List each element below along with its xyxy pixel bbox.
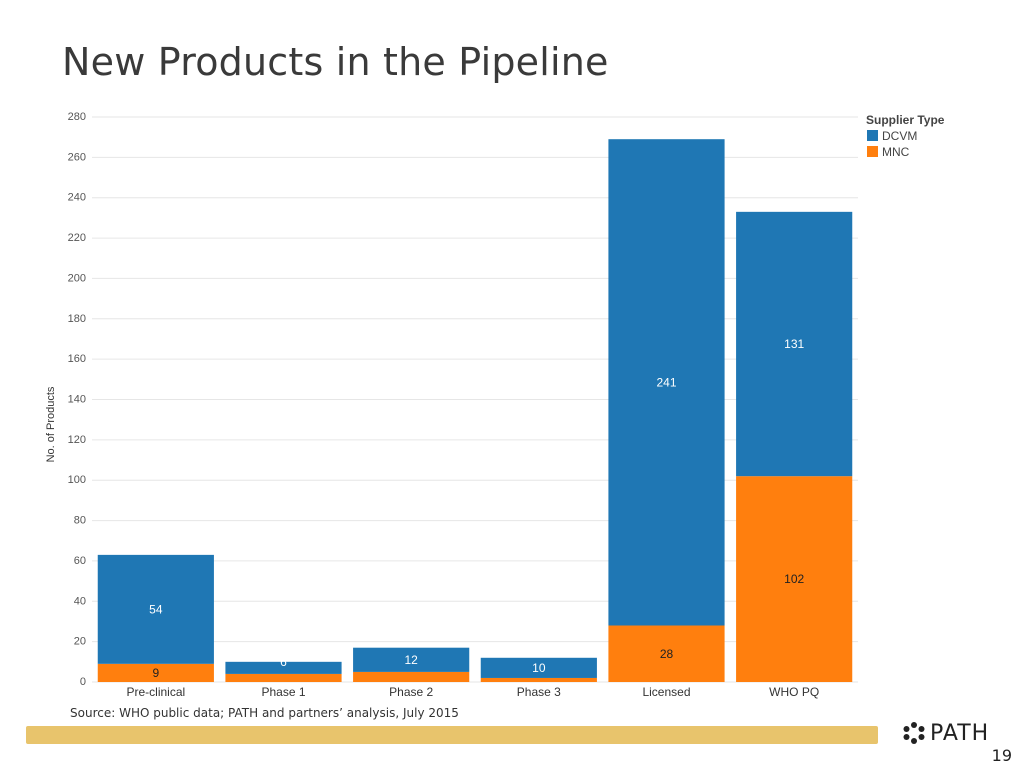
y-tick-label: 40 (74, 595, 86, 607)
bar-dcvm (353, 647, 470, 672)
y-tick-label: 60 (74, 555, 86, 567)
bar-dcvm (480, 657, 597, 678)
bar-mnc (736, 476, 853, 682)
data-label: 9 (152, 666, 159, 680)
y-tick-label: 120 (68, 434, 86, 446)
legend-swatch-mnc (867, 146, 878, 157)
y-tick-label: 0 (80, 676, 86, 688)
y-tick-label: 180 (68, 313, 86, 325)
bar-dcvm (97, 554, 214, 664)
bar-mnc (608, 625, 725, 682)
page-number: 19 (991, 746, 1012, 765)
legend-title: Supplier Type (866, 113, 945, 127)
legend-label: DCVM (882, 129, 917, 143)
x-tick-label: Phase 2 (389, 685, 433, 699)
data-label: 131 (784, 337, 804, 351)
bar-dcvm (608, 139, 725, 626)
data-label: 28 (660, 647, 674, 661)
bar-mnc (480, 677, 597, 682)
y-tick-label: 100 (68, 474, 86, 486)
x-tick-label: Phase 3 (517, 685, 561, 699)
footer-bar (26, 726, 878, 744)
data-label: 241 (656, 375, 676, 389)
y-tick-label: 200 (68, 272, 86, 284)
y-tick-label: 240 (68, 192, 86, 204)
y-tick-label: 280 (68, 111, 86, 123)
x-tick-label: Licensed (642, 685, 690, 699)
y-tick-label: 220 (68, 232, 86, 244)
bar-mnc (225, 673, 342, 682)
data-label: 6 (280, 655, 287, 669)
legend-label: MNC (882, 145, 910, 159)
bar-mnc (97, 663, 214, 682)
path-logo-icon (903, 722, 925, 744)
data-label: 54 (149, 602, 163, 616)
bar-dcvm (225, 661, 342, 674)
y-tick-label: 160 (68, 353, 86, 365)
bar-mnc (353, 671, 470, 682)
source-note: Source: WHO public data; PATH and partne… (70, 706, 459, 720)
y-tick-label: 20 (74, 636, 86, 648)
x-tick-label: Phase 1 (261, 685, 305, 699)
path-logo: PATH (902, 718, 989, 748)
data-label: 12 (404, 653, 418, 667)
data-label: 102 (784, 572, 804, 586)
legend-swatch-dcvm (867, 130, 878, 141)
y-tick-label: 140 (68, 394, 86, 406)
bar-dcvm (736, 211, 853, 477)
y-tick-label: 80 (74, 515, 86, 527)
y-axis-label: No. of Products (45, 386, 57, 462)
data-label: 10 (532, 661, 546, 675)
stacked-bar-chart: 0 20 40 60 80 100 120 140 160 180 200 220 240 260 280 N… (45, 111, 945, 699)
x-tick-label: WHO PQ (769, 685, 819, 699)
y-tick-label: 260 (68, 151, 86, 163)
slide-title: New Products in the Pipeline (62, 40, 609, 84)
path-logo-text: PATH (930, 720, 990, 746)
x-tick-label: Pre-clinical (126, 685, 185, 699)
